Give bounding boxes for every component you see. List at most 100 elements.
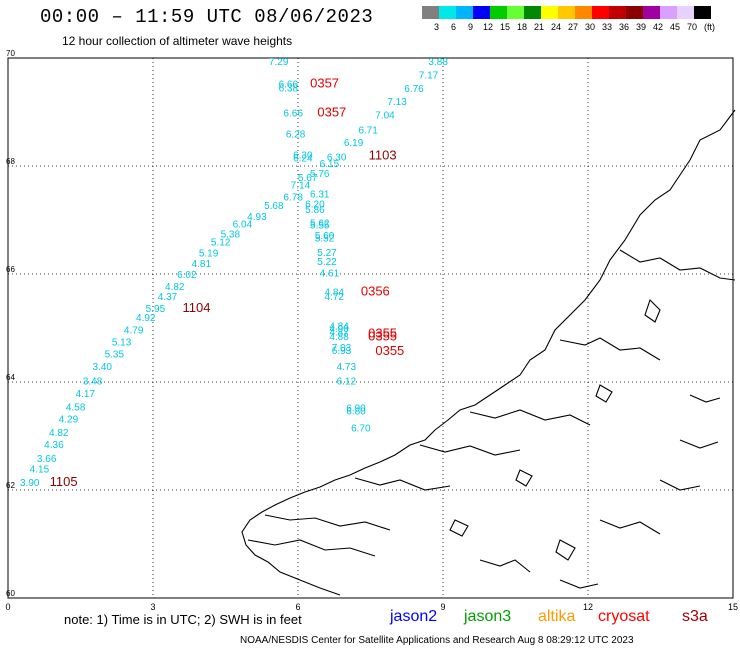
x-tick-label: 6 (295, 602, 300, 612)
wave-height-value: 6.24 (293, 154, 313, 165)
coastline-inland-5 (559, 579, 599, 589)
pass-time-label: 1104 (183, 300, 211, 315)
color-scale-cell (439, 6, 456, 19)
color-scale-cell (660, 6, 677, 19)
map-title: 00:00 – 11:59 UTC 08/06/2023 (40, 6, 374, 28)
wave-height-value: 5.19 (199, 249, 219, 260)
coastline-islands-3 (515, 469, 533, 487)
wave-height-value: 6.20 (305, 200, 325, 211)
coastline-fjords-1 (619, 249, 736, 281)
satellite-legend-cryosat: cryosat (598, 608, 650, 625)
wave-height-value: 6.71 (358, 126, 378, 137)
wave-height-value: 5.35 (105, 350, 125, 361)
color-scale-label: 24 (551, 22, 562, 32)
coastline-inland-1 (479, 559, 531, 573)
wave-height-value: 4.73 (337, 362, 357, 373)
wave-height-value: 6.38 (279, 83, 299, 94)
coastline-islands-1 (644, 298, 661, 323)
wave-height-value: 4.88 (329, 332, 349, 343)
coastline-fjords-6 (264, 514, 391, 531)
wave-height-value: 5.67 (298, 173, 318, 184)
wave-height-value: 4.84 (325, 288, 345, 299)
pass-time-label: 0355 (368, 326, 397, 341)
coastline-islands-5 (555, 539, 576, 561)
y-tick-label: 60 (6, 589, 15, 598)
color-scale-cell (694, 6, 711, 19)
wave-height-value: 4.93 (247, 212, 267, 223)
wave-height-value: 6.02 (177, 270, 197, 281)
color-scale-label: 27 (568, 22, 579, 32)
wave-height-value: 6.30 (293, 150, 313, 161)
wave-height-value: 4.36 (44, 440, 64, 451)
wave-height-value: 3.88 (428, 57, 448, 68)
coastline-main (241, 109, 736, 596)
map-gridlines (8, 58, 733, 598)
coastline-fjords-7 (247, 539, 376, 557)
wave-height-value: 4.87 (329, 328, 349, 339)
pass-time-label: 0357 (317, 104, 346, 119)
wave-height-value: 5.12 (211, 237, 231, 248)
color-scale-cell (677, 6, 694, 19)
pass-time-label: 0355 (368, 328, 397, 343)
color-scale-cell (592, 6, 609, 19)
wave-height-value: 6.04 (233, 220, 253, 231)
color-scale-cell (626, 6, 643, 19)
wave-height-value: 5.55 (310, 221, 330, 232)
wave-height-value: 4.17 (76, 389, 96, 400)
wave-height-value: 3.66 (37, 454, 57, 465)
pass-time-label: 0355 (375, 343, 404, 358)
wave-height-value: 7.14 (291, 181, 311, 192)
color-scale-cell (473, 6, 490, 19)
coastline-inland-3 (679, 439, 719, 449)
map-frame (7, 57, 734, 599)
footer-note: note: 1) Time is in UTC; 2) SWH is in fe… (64, 612, 302, 627)
satellite-legend-altika: altika (538, 608, 576, 625)
wave-height-value: 4.37 (158, 292, 178, 303)
color-scale-cell (456, 6, 473, 19)
wave-height-value: 6.78 (283, 193, 303, 204)
color-scale-cell (422, 6, 439, 19)
wave-height-value: 7.29 (269, 57, 289, 68)
y-tick-label: 70 (6, 49, 15, 58)
wave-height-value: 5.86 (305, 205, 325, 216)
color-scale-unit: (ft) (704, 22, 715, 32)
wave-height-value: 7.03 (332, 343, 352, 354)
wave-height-value: 5.38 (221, 229, 241, 240)
wave-height-value: 7.04 (375, 110, 395, 121)
satellite-legend-s3a: s3a (682, 608, 708, 625)
wave-height-value: 5.13 (112, 337, 132, 348)
wave-height-value: 4.61 (320, 269, 340, 280)
satellite-legend-jason3: jason3 (464, 608, 512, 625)
color-scale-label: 12 (483, 22, 494, 32)
wave-height-value: 6.66 (279, 80, 299, 91)
wave-height-value: 6.15 (320, 159, 340, 170)
wave-height-value: 4.92 (136, 313, 156, 324)
wave-height-value: 5.27 (317, 248, 337, 259)
pass-time-label: 1103 (369, 148, 397, 163)
wave-height-value: 5.62 (310, 218, 330, 229)
pass-time-label: 1105 (50, 474, 78, 489)
wave-height-value: 3.40 (93, 362, 113, 373)
wave-height-value: 4.82 (165, 282, 185, 293)
pass-time-label: 0356 (361, 284, 390, 299)
wave-height-value: 4.79 (124, 325, 144, 336)
coastline-fjords-5 (354, 477, 451, 491)
wave-height-value: 4.72 (325, 292, 345, 303)
wave-height-value: 5.52 (315, 234, 335, 245)
wave-height-observations: 7.29 3.887.176.666.38 6.767.136.66 7.046.71… (20, 57, 448, 489)
x-tick-label: 12 (583, 602, 593, 612)
coastline-islands-4 (449, 519, 469, 537)
pass-time-label: 0357 (310, 76, 339, 91)
wave-height-value: 6.30 (327, 153, 347, 164)
wave-height-value: 4.29 (59, 415, 79, 426)
color-scale-label: 39 (636, 22, 647, 32)
wave-height-value: 6.70 (351, 424, 371, 435)
color-scale-cell (643, 6, 660, 19)
wave-height-value: 5.60 (315, 231, 335, 242)
wave-height-value: 4.15 (30, 465, 50, 476)
wave-height-value: 6.66 (283, 108, 303, 119)
satellite-legend-jason2: jason2 (390, 608, 438, 625)
color-scale-label: 70 (687, 22, 698, 32)
